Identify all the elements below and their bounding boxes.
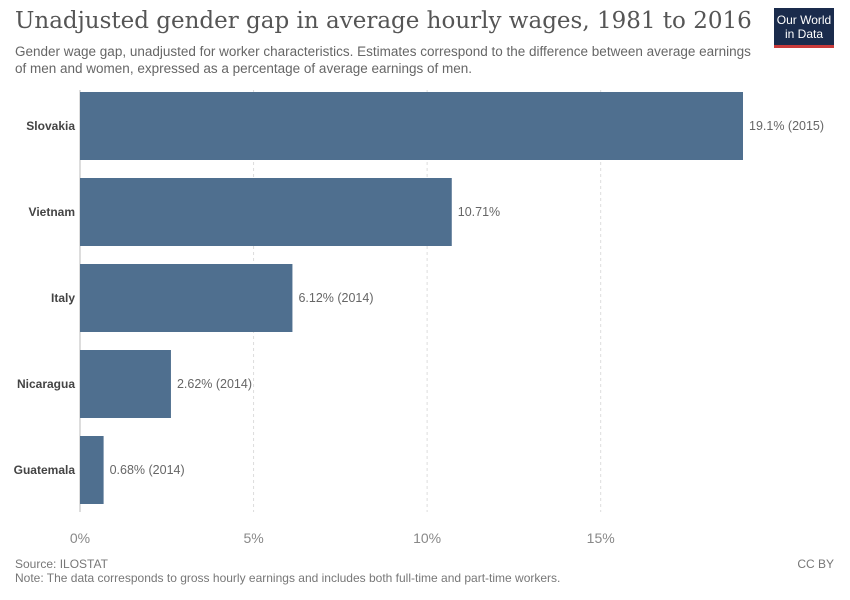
bars: Slovakia 19.1% (2015) Vietnam 10.71% Italy 6.… xyxy=(14,92,824,504)
bar[interactable] xyxy=(80,350,171,418)
value-label: 19.1% (2015) xyxy=(749,119,824,133)
bar[interactable] xyxy=(80,264,293,332)
x-axis-ticks: 0% 5% 10% 15% xyxy=(70,530,615,546)
category-label[interactable]: Slovakia xyxy=(26,119,75,133)
logo-line-2: in Data xyxy=(784,26,824,41)
x-tick-label: 5% xyxy=(243,530,263,546)
category-label[interactable]: Italy xyxy=(51,291,75,305)
bar[interactable] xyxy=(80,178,452,246)
note-text: Note: The data corresponds to gross hour… xyxy=(15,571,561,585)
category-label[interactable]: Guatemala xyxy=(14,463,76,477)
chart-title: Unadjusted gender gap in average hourly … xyxy=(15,8,752,34)
value-label: 10.71% xyxy=(458,205,500,219)
bar[interactable] xyxy=(80,436,104,504)
value-label: 2.62% (2014) xyxy=(177,377,252,391)
x-tick-label: 10% xyxy=(413,530,441,546)
category-label[interactable]: Nicaragua xyxy=(17,377,75,391)
category-label[interactable]: Vietnam xyxy=(29,205,75,219)
source-text[interactable]: Source: ILOSTAT xyxy=(15,557,108,571)
license-link[interactable]: CC BY xyxy=(797,557,834,571)
value-label: 6.12% (2014) xyxy=(298,291,373,305)
x-tick-label: 0% xyxy=(70,530,90,546)
value-label: 0.68% (2014) xyxy=(110,463,185,477)
bar[interactable] xyxy=(80,92,743,160)
chart-subtitle: Gender wage gap, unadjusted for worker c… xyxy=(15,44,751,76)
x-tick-label: 15% xyxy=(587,530,615,546)
owid-logo[interactable]: Our World in Data xyxy=(774,8,834,48)
logo-line-1: Our World xyxy=(776,12,832,27)
